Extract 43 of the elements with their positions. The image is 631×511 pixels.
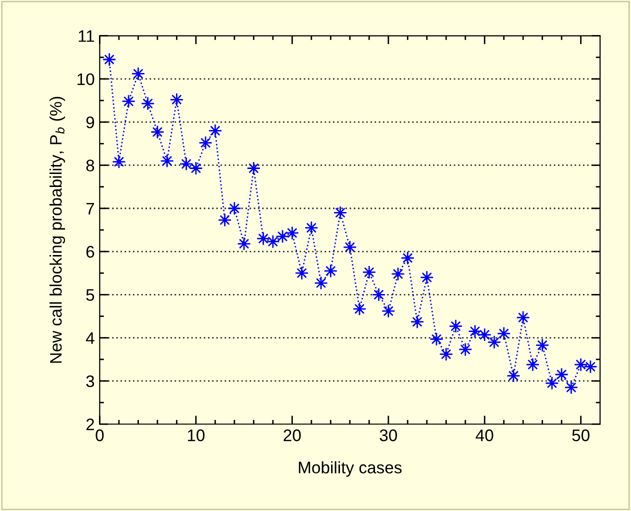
y-tick-label: 4 xyxy=(86,332,94,344)
point xyxy=(478,328,492,342)
point xyxy=(372,288,386,302)
point xyxy=(420,270,434,284)
y-tick-label: 6 xyxy=(86,246,94,258)
point xyxy=(410,314,424,329)
point xyxy=(112,154,126,169)
y-tick-label: 10 xyxy=(78,73,94,86)
point xyxy=(526,358,540,372)
point xyxy=(342,240,357,254)
point xyxy=(333,206,348,220)
point xyxy=(304,220,318,235)
point xyxy=(294,266,309,280)
point xyxy=(131,66,146,81)
x-tick-label: 20 xyxy=(284,429,301,442)
y-axis-title: New call blocking probability, P$_{b}$ (%) xyxy=(50,96,66,363)
point xyxy=(208,124,222,138)
point xyxy=(439,347,454,362)
point xyxy=(246,161,261,176)
x-tick-label: 40 xyxy=(476,429,494,442)
point xyxy=(122,94,136,108)
point xyxy=(362,265,376,280)
point xyxy=(170,92,184,107)
x-axis-title: Mobility cases xyxy=(298,461,402,477)
y-tick-label: 2 xyxy=(86,418,94,430)
y-tick-label: 3 xyxy=(86,375,94,388)
x-tick-label: 0 xyxy=(96,429,104,442)
y-tick-label: 7 xyxy=(86,202,94,214)
y-tick-label: 5 xyxy=(86,289,94,301)
point xyxy=(574,358,588,372)
y-tick-label: 8 xyxy=(86,160,94,172)
point xyxy=(188,161,203,176)
y-tick-label: 11 xyxy=(78,30,94,42)
point xyxy=(487,335,502,350)
point xyxy=(160,154,174,168)
point xyxy=(448,319,463,334)
x-tick-label: 50 xyxy=(572,429,590,442)
y-tick-label: 9 xyxy=(86,116,94,128)
x-tick-label: 10 xyxy=(188,429,205,442)
point xyxy=(381,304,396,318)
point xyxy=(324,264,338,278)
x-tick-label: 30 xyxy=(380,429,397,442)
point xyxy=(227,201,242,216)
